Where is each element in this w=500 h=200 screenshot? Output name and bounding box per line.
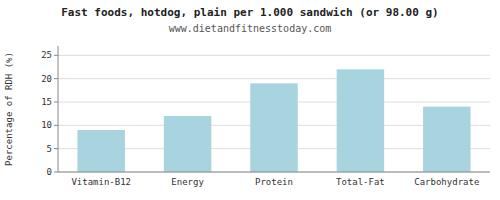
bar bbox=[250, 83, 298, 172]
x-tick-label: Vitamin-B12 bbox=[71, 177, 131, 187]
x-axis-line bbox=[58, 172, 490, 173]
bar bbox=[77, 130, 125, 172]
x-tick-label: Carbohydrate bbox=[414, 177, 479, 187]
x-axis: Vitamin-B12 Energy Protein Total-Fat Carbohy… bbox=[71, 177, 479, 187]
background bbox=[0, 0, 500, 200]
page: {"chart_data": {"type": "bar", "title": … bbox=[0, 0, 500, 200]
grid-line bbox=[58, 55, 490, 56]
x-tick-label: Protein bbox=[255, 177, 293, 187]
x-tick-label: Total-Fat bbox=[336, 177, 385, 187]
y-tick bbox=[54, 102, 58, 103]
y-axis: 0 5 10 15 20 25 bbox=[41, 50, 58, 177]
bar bbox=[164, 116, 212, 172]
subtitle: www.dietandfitnesstoday.com bbox=[169, 23, 332, 34]
grid bbox=[58, 55, 490, 172]
y-tick-label: 5 bbox=[47, 144, 52, 154]
title: Fast foods, hotdog, plain per 1.000 sand… bbox=[61, 6, 439, 19]
y-tick-label: 20 bbox=[41, 74, 52, 84]
chart: Fast foods, hotdog, plain per 1.000 sand… bbox=[0, 0, 500, 200]
bar bbox=[337, 69, 385, 172]
y-axis-label: Percentage of RDH (%) bbox=[4, 52, 14, 166]
bar bbox=[423, 107, 471, 172]
bars bbox=[77, 69, 470, 172]
y-tick bbox=[54, 148, 58, 149]
y-tick-label: 15 bbox=[41, 97, 52, 107]
y-axis-line bbox=[58, 46, 59, 172]
y-tick bbox=[54, 125, 58, 126]
y-tick bbox=[54, 55, 58, 56]
x-tick-label: Energy bbox=[171, 177, 204, 187]
grid-line bbox=[58, 172, 490, 173]
y-tick bbox=[54, 172, 58, 173]
y-tick-label: 25 bbox=[41, 50, 52, 60]
y-tick bbox=[54, 78, 58, 79]
y-tick-label: 0 bbox=[47, 167, 52, 177]
grid-line bbox=[58, 78, 490, 79]
y-tick-label: 10 bbox=[41, 120, 52, 130]
